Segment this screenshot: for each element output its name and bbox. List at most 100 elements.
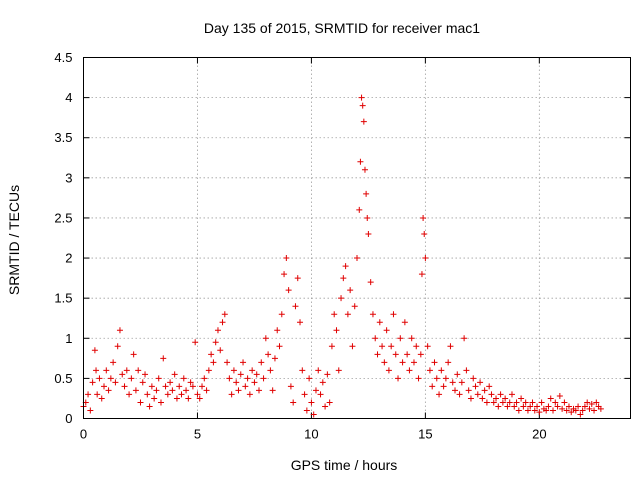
data-point bbox=[112, 379, 119, 386]
data-point bbox=[593, 399, 600, 406]
data-point bbox=[415, 375, 422, 382]
data-point bbox=[344, 311, 351, 318]
data-point bbox=[219, 319, 226, 326]
data-point bbox=[461, 335, 468, 342]
data-point bbox=[470, 375, 477, 382]
data-point bbox=[383, 327, 390, 334]
data-point bbox=[372, 335, 379, 342]
data-point bbox=[292, 303, 299, 310]
data-point bbox=[103, 367, 110, 374]
data-point bbox=[349, 343, 356, 350]
x-tick-label: 10 bbox=[304, 427, 318, 442]
data-point bbox=[228, 391, 235, 398]
data-point bbox=[183, 387, 190, 394]
data-point bbox=[591, 407, 598, 414]
data-point bbox=[130, 351, 137, 358]
data-point bbox=[429, 383, 436, 390]
x-tick-label: 5 bbox=[194, 427, 201, 442]
data-point bbox=[199, 383, 206, 390]
data-point bbox=[376, 319, 383, 326]
data-point bbox=[420, 214, 427, 221]
data-point bbox=[96, 375, 103, 382]
data-point bbox=[421, 230, 428, 237]
data-point bbox=[554, 403, 561, 410]
y-tick-label: 1.5 bbox=[54, 291, 72, 306]
data-point bbox=[331, 311, 338, 318]
data-point bbox=[458, 379, 465, 386]
y-tick-label: 2.5 bbox=[54, 210, 72, 225]
data-point bbox=[121, 383, 128, 390]
data-point bbox=[392, 351, 399, 358]
data-point bbox=[490, 399, 497, 406]
data-point bbox=[237, 371, 244, 378]
data-point bbox=[445, 359, 452, 366]
data-point bbox=[224, 359, 231, 366]
data-point bbox=[538, 399, 545, 406]
data-point bbox=[360, 118, 367, 125]
data-point bbox=[93, 367, 100, 374]
data-point bbox=[123, 367, 130, 374]
data-point bbox=[561, 399, 568, 406]
data-point bbox=[157, 399, 164, 406]
data-point bbox=[258, 359, 265, 366]
data-point bbox=[472, 383, 479, 390]
data-point bbox=[208, 351, 215, 358]
data-point bbox=[212, 339, 219, 346]
data-point bbox=[426, 367, 433, 374]
data-point bbox=[406, 367, 413, 374]
data-point bbox=[465, 387, 472, 394]
data-point bbox=[495, 403, 502, 410]
data-point bbox=[477, 379, 484, 386]
data-point bbox=[94, 391, 101, 398]
x-tick-label: 15 bbox=[418, 427, 432, 442]
data-point bbox=[385, 367, 392, 374]
data-point bbox=[359, 102, 366, 109]
y-tick-label: 0 bbox=[65, 411, 72, 426]
data-point bbox=[281, 271, 288, 278]
data-point bbox=[399, 359, 406, 366]
y-tick-label: 1 bbox=[65, 331, 72, 346]
y-tick-label: 3 bbox=[65, 170, 72, 185]
data-point bbox=[488, 391, 495, 398]
data-point bbox=[205, 367, 212, 374]
data-point bbox=[306, 375, 313, 382]
data-point bbox=[438, 367, 445, 374]
data-point bbox=[110, 359, 117, 366]
data-point bbox=[454, 371, 461, 378]
data-point bbox=[98, 395, 105, 402]
data-point bbox=[431, 359, 438, 366]
data-point bbox=[285, 287, 292, 294]
data-point bbox=[518, 395, 525, 402]
data-point bbox=[577, 411, 584, 418]
data-point bbox=[180, 375, 187, 382]
x-tick-label: 20 bbox=[532, 427, 546, 442]
data-point bbox=[463, 367, 470, 374]
data-point bbox=[303, 407, 310, 414]
data-point bbox=[524, 407, 531, 414]
data-point bbox=[176, 383, 183, 390]
tick-labels: 0 0.5 1 1.5 2 2.5 3 3.5 4 4.5 0 5 10 15 20 bbox=[54, 50, 546, 442]
data-point bbox=[171, 371, 178, 378]
data-point bbox=[404, 351, 411, 358]
data-point bbox=[87, 407, 94, 414]
data-point bbox=[242, 383, 249, 390]
data-point bbox=[91, 347, 98, 354]
data-point bbox=[132, 387, 139, 394]
data-point bbox=[534, 403, 541, 410]
data-point bbox=[135, 367, 142, 374]
data-point bbox=[267, 367, 274, 374]
data-point bbox=[367, 279, 374, 286]
data-point bbox=[486, 383, 493, 390]
data-point bbox=[547, 395, 554, 402]
data-point bbox=[483, 399, 490, 406]
data-point bbox=[167, 379, 174, 386]
data-point bbox=[395, 375, 402, 382]
data-point bbox=[361, 166, 368, 173]
plot-frame bbox=[83, 57, 631, 419]
data-point bbox=[536, 409, 543, 416]
data-point bbox=[201, 375, 208, 382]
data-point bbox=[479, 395, 486, 402]
data-point bbox=[326, 399, 333, 406]
